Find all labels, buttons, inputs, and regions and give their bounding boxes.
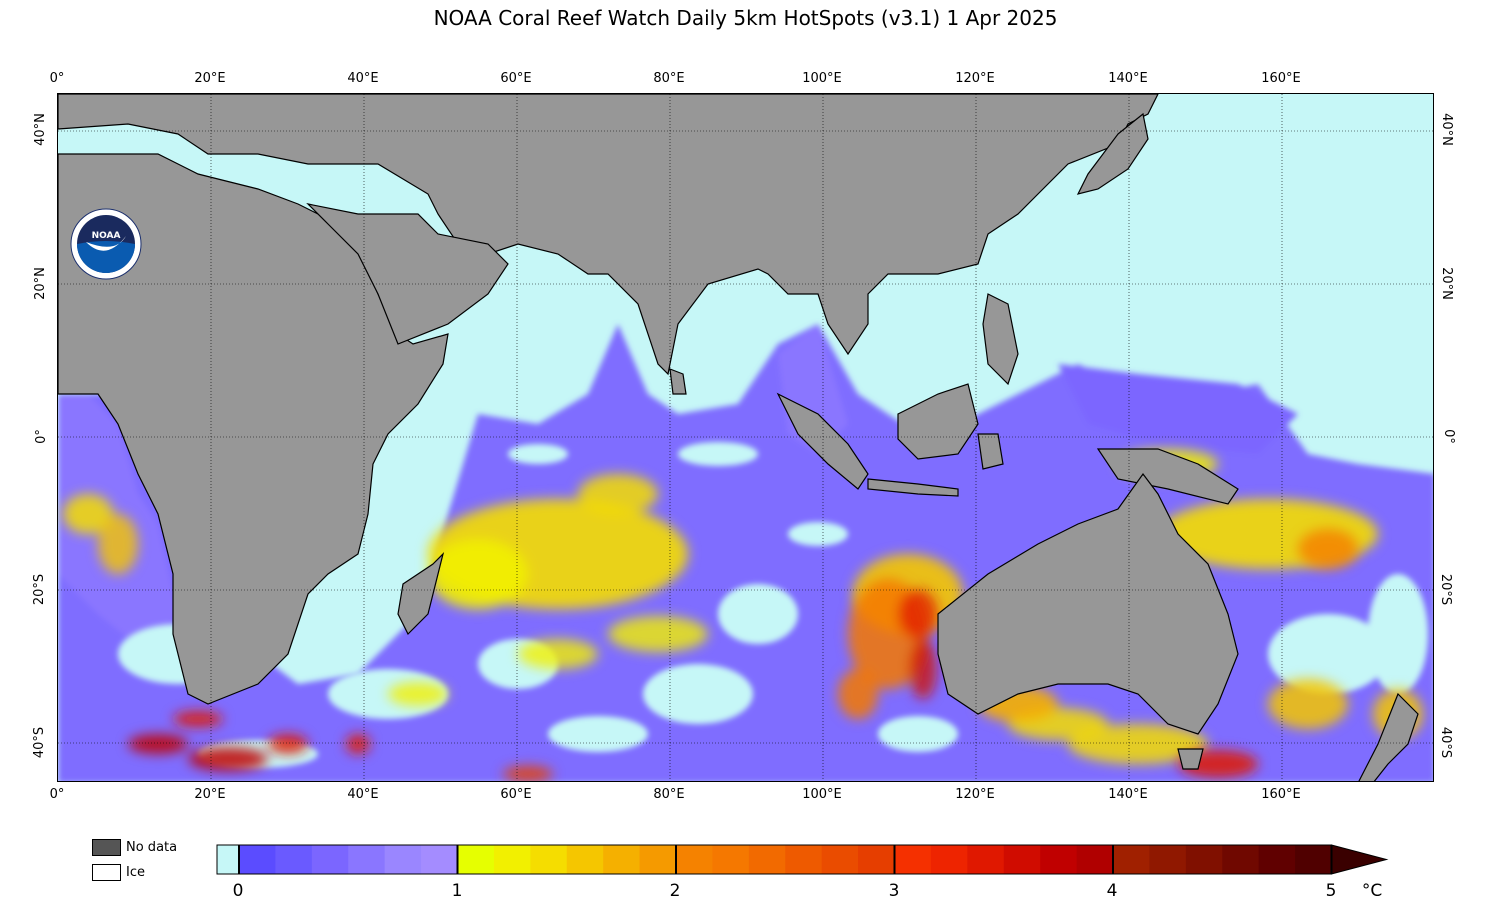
colorbar-cell xyxy=(930,845,968,874)
x-tick: 140°E xyxy=(1108,71,1148,86)
no-data-label: No data xyxy=(126,840,178,855)
colorbar-cell xyxy=(1185,845,1223,874)
x-tick: 20°E xyxy=(194,787,226,802)
colorbar-cell xyxy=(748,845,786,874)
x-tick: 0° xyxy=(49,787,65,802)
noaa-logo-text: NOAA xyxy=(92,231,121,241)
colorbar-cell xyxy=(1222,845,1260,874)
colorbar-cell xyxy=(493,845,531,874)
hotspot-map[interactable]: NOAA xyxy=(57,93,1434,782)
x-tick: 60°E xyxy=(500,787,532,802)
map-title: NOAA Coral Reef Watch Daily 5km HotSpots… xyxy=(433,6,1058,30)
ice-label: Ice xyxy=(126,865,145,880)
colorbar-cell xyxy=(821,845,859,874)
colorbar-cell xyxy=(639,845,677,874)
colorbar-cell xyxy=(1040,845,1078,874)
colorbar-zero-cell xyxy=(217,845,239,874)
colorbar-cell xyxy=(858,845,895,874)
colorbar-cell xyxy=(530,845,568,874)
x-tick: 120°E xyxy=(955,71,995,86)
colorbar-cell xyxy=(1076,845,1114,874)
colorbar-cell xyxy=(566,845,604,874)
colorbar-label: 4 xyxy=(1106,881,1118,901)
colorbar-cell xyxy=(275,845,313,874)
colorbar-cell xyxy=(1113,845,1150,874)
colorbar-cell xyxy=(239,845,276,874)
y-tick: 0° xyxy=(1440,429,1456,444)
y-tick: 20°N xyxy=(32,267,48,300)
x-tick: 60°E xyxy=(500,71,532,86)
x-tick: 0° xyxy=(49,71,65,86)
x-tick: 160°E xyxy=(1261,787,1301,802)
colorbar-cell xyxy=(348,845,386,874)
y-tick: 40°S xyxy=(1438,726,1454,759)
x-tick: 40°E xyxy=(347,787,379,802)
colorbar-cell xyxy=(1258,845,1296,874)
graticule xyxy=(58,94,1433,781)
newguinea-landmass xyxy=(1096,448,1239,505)
y-tick: 40°S xyxy=(32,726,48,759)
colorbar xyxy=(216,844,1389,875)
y-tick: 40°N xyxy=(32,113,48,146)
colorbar-cell xyxy=(384,845,422,874)
colorbar-cell xyxy=(603,845,641,874)
x-tick: 80°E xyxy=(653,787,685,802)
x-tick: 140°E xyxy=(1108,787,1148,802)
colorbar-cell xyxy=(1149,845,1187,874)
y-tick: 40°N xyxy=(1438,113,1454,146)
colorbar-cell xyxy=(785,845,823,874)
arabia-landmass xyxy=(306,203,509,345)
hotspot-red-layer xyxy=(128,529,1358,781)
x-tick: 100°E xyxy=(802,787,842,802)
x-tick: 120°E xyxy=(955,787,995,802)
colorbar-cell xyxy=(421,845,458,874)
colorbar-extension-arrow xyxy=(1331,844,1389,875)
x-tick: 80°E xyxy=(653,71,685,86)
madagascar-landmass xyxy=(397,552,445,636)
colorbar-cell xyxy=(967,845,1005,874)
colorbar-cell xyxy=(1003,845,1041,874)
y-tick: 20°S xyxy=(1438,573,1454,606)
colorbar-label: 2 xyxy=(669,881,681,901)
y-tick: 0° xyxy=(33,429,49,444)
colorbar-label: 3 xyxy=(888,881,900,901)
colorbar-cell xyxy=(894,845,932,874)
eurasia-landmass xyxy=(58,94,1159,376)
japan-landmass xyxy=(1076,112,1149,195)
colorbar-label: 1 xyxy=(451,881,463,901)
newzealand-landmass xyxy=(1358,692,1419,781)
australia-landmass xyxy=(937,472,1239,735)
ice-swatch xyxy=(92,864,121,881)
x-tick: 20°E xyxy=(194,71,226,86)
x-tick: 100°E xyxy=(802,71,842,86)
land-layer xyxy=(58,94,1419,781)
map-canvas: NOAA xyxy=(58,94,1433,781)
srilanka-landmass xyxy=(669,368,687,395)
colorbar-cell xyxy=(712,845,750,874)
colorbar-cell xyxy=(457,845,495,874)
y-tick: 20°N xyxy=(1438,267,1454,300)
sulawesi-landmass xyxy=(977,433,1004,470)
y-tick: 20°S xyxy=(32,573,48,606)
philippines-landmass xyxy=(982,293,1019,386)
x-tick: 40°E xyxy=(347,71,379,86)
colorbar-cell xyxy=(676,845,713,874)
colorbar-label: 0 xyxy=(232,881,244,901)
colorbar-unit: °C xyxy=(1361,881,1383,901)
colorbar-label: 5 xyxy=(1325,881,1337,901)
colorbar-cell xyxy=(311,845,349,874)
borneo-landmass xyxy=(897,383,979,460)
x-tick: 160°E xyxy=(1261,71,1301,86)
colorbar-cell xyxy=(1295,845,1332,874)
java-landmass xyxy=(867,478,959,497)
tasmania-landmass xyxy=(1177,748,1204,770)
no-data-swatch xyxy=(92,839,121,856)
noaa-logo: NOAA xyxy=(70,208,142,280)
